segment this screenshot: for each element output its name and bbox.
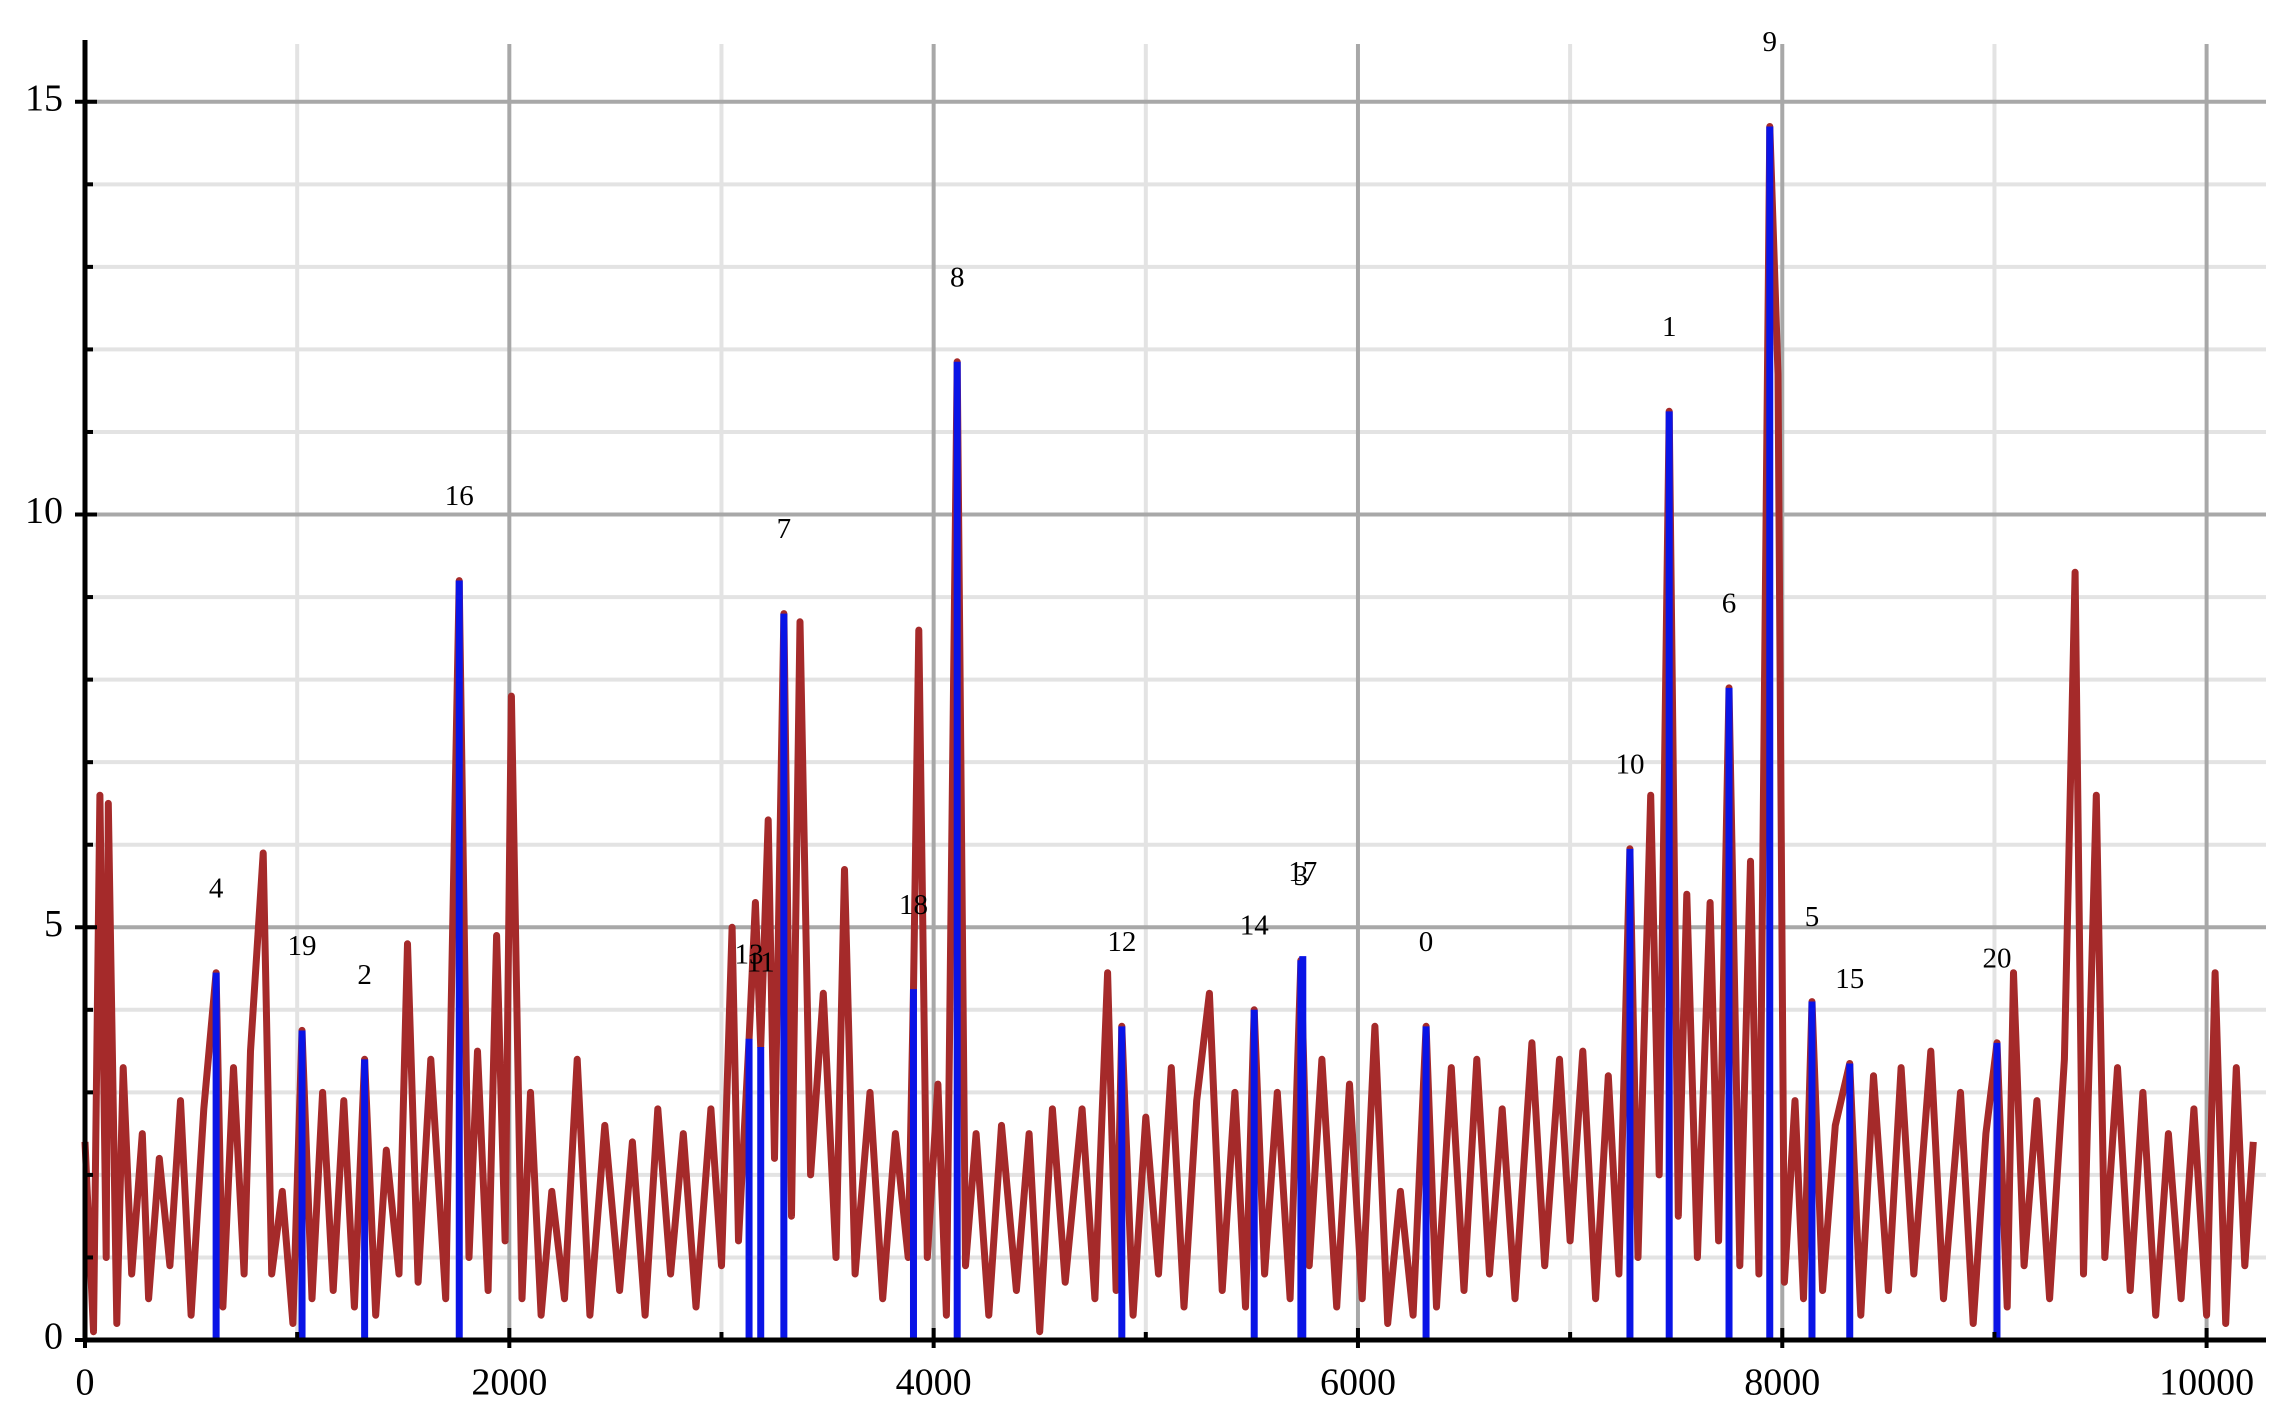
x-tick-label: 2000 [471, 1362, 547, 1404]
peak-label: 16 [445, 480, 474, 512]
peak-label: 9 [1763, 26, 1778, 58]
peak-label: 17 [1288, 856, 1317, 888]
y-tick-label: 15 [25, 78, 63, 120]
peak-label: 1 [1662, 311, 1677, 343]
peak-label: 18 [899, 889, 928, 921]
y-tick-label: 10 [25, 490, 63, 532]
x-tick-label: 4000 [896, 1362, 972, 1404]
x-tick-label: 0 [76, 1362, 95, 1404]
x-tick-label: 8000 [1744, 1362, 1820, 1404]
peak-label: 0 [1419, 926, 1434, 958]
peak-label: 11 [747, 947, 775, 979]
peak-label: 12 [1107, 926, 1136, 958]
peak-label: 10 [1615, 748, 1644, 780]
peak-label: 19 [288, 930, 317, 962]
peak-label: 7 [777, 513, 792, 545]
peak-label: 13 [735, 938, 764, 970]
peak-label: 3 [1294, 860, 1309, 892]
signal-line [81, 123, 2257, 1336]
x-tick-label: 6000 [1320, 1362, 1396, 1404]
peak-label: 6 [1722, 588, 1737, 620]
y-tick-label: 5 [44, 903, 63, 945]
peak-label: 4 [209, 872, 224, 904]
peak-label: 14 [1240, 909, 1270, 941]
peak-label: 2 [357, 959, 372, 991]
peak-label: 20 [1982, 942, 2011, 974]
y-tick-label: 0 [44, 1316, 63, 1358]
peak-label: 8 [950, 261, 965, 293]
peak-label: 5 [1805, 901, 1820, 933]
peak-label: 15 [1835, 963, 1864, 995]
x-tick-label: 10000 [2159, 1362, 2254, 1404]
